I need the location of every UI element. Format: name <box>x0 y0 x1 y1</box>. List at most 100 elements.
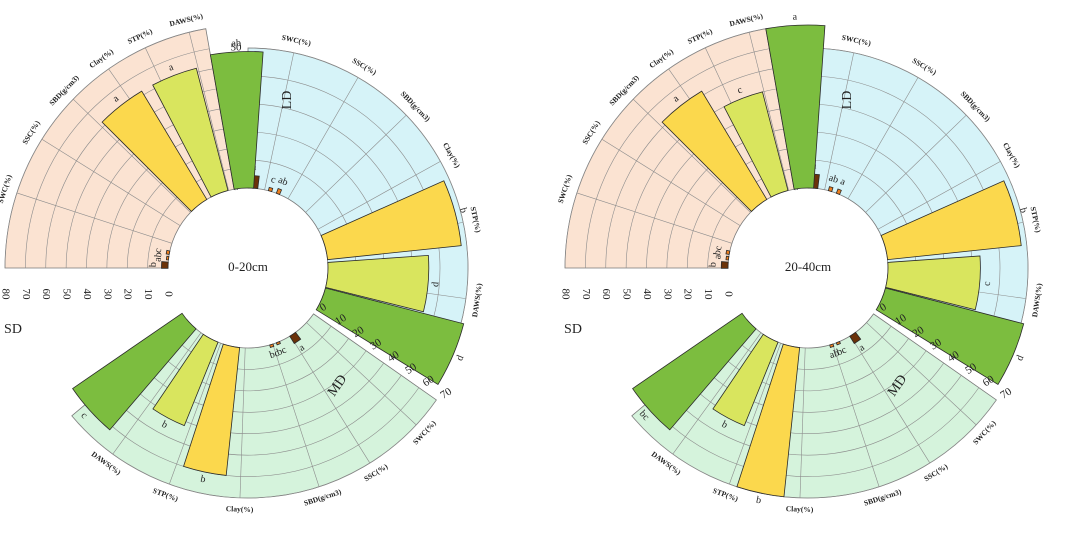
ld-radial-line <box>317 161 441 230</box>
ld-label-swc: SWC(%) <box>841 33 872 48</box>
ld-letter-daws: d <box>454 354 466 363</box>
md-bar-clay <box>736 343 801 498</box>
sd-letter-stp: a <box>167 62 176 74</box>
md-grid-arc-50 <box>104 375 402 456</box>
md-radial-line <box>672 332 762 455</box>
md-radial-line <box>239 347 246 498</box>
ld-bar-stp <box>885 255 981 311</box>
sd-bar-swc <box>161 261 169 269</box>
ld-bar-stp <box>325 254 430 313</box>
sd-bar-stp <box>723 91 789 198</box>
ld-radial-line <box>865 114 967 213</box>
md-radial-line <box>112 332 202 455</box>
sd-tick-10: 10 <box>142 289 154 301</box>
ld-radial-line <box>824 52 855 190</box>
panel-0-20cm: SWC(%)SSC(%)SBD(g/cm3)Clay(%)STP(%)DAWS(… <box>0 11 484 514</box>
sd-bar-sbd <box>165 249 171 255</box>
ld-letter-sbd: ab <box>276 175 289 189</box>
md-letter-stp: b <box>720 419 730 431</box>
ld-label-clay: Clay(%) <box>441 141 462 170</box>
sd-letter-swc: b <box>148 262 159 267</box>
sd-bar-daws <box>765 24 826 190</box>
sd-tick-40: 40 <box>81 289 93 301</box>
sd-bar-sbd <box>725 249 731 255</box>
ld-bar-clay <box>320 180 462 261</box>
ld-radial-line <box>287 77 359 199</box>
ld-bar-ssc <box>827 186 834 193</box>
center-label: 0-20cm <box>228 259 268 274</box>
sd-letter-clay: a <box>111 93 122 105</box>
center-hole <box>169 189 327 347</box>
md-radial-line <box>169 343 221 485</box>
sd-grid-arc-70 <box>25 48 210 269</box>
sd-tick-30: 30 <box>101 289 113 301</box>
ld-radial-line <box>305 114 407 213</box>
sd-label-swc: SWC(%) <box>556 173 574 204</box>
center-label: 20-40cm <box>785 259 831 274</box>
sd-grid-arc-80 <box>564 28 766 269</box>
ld-axis-title: LD <box>280 91 295 110</box>
md-tick-0: 0 <box>878 301 889 314</box>
ld-letter-clay: b <box>1017 207 1029 215</box>
ld-bar-sbd <box>835 188 842 196</box>
md-grid-arc-20 <box>153 338 349 392</box>
sd-bar-stp <box>152 67 229 198</box>
ld-radial-line <box>847 77 919 199</box>
sd-letter-sbd: bc <box>712 244 725 256</box>
sd-tick-0: 0 <box>722 291 734 297</box>
md-grid-arc-60 <box>647 387 980 477</box>
sd-grid-arc-60 <box>605 68 773 269</box>
md-bar-daws <box>632 312 757 431</box>
ld-axis-title: LD <box>840 91 855 110</box>
md-radial-line <box>832 343 880 487</box>
sd-radial-line <box>601 138 741 226</box>
md-sector: SWC(%)SSC(%)SBD(g/cm3)Clay(%)STP(%)DAWS(… <box>631 301 1014 514</box>
md-label-stp: STP(%) <box>152 486 180 504</box>
sd-bar-clay <box>101 90 208 212</box>
sd-radial-line <box>576 192 733 244</box>
sd-sector: SWC(%)SSC(%)SBD(g/cm3)Clay(%)STP(%)DAWS(… <box>0 11 264 337</box>
md-letter-clay: b <box>199 474 206 486</box>
md-label-clay: Clay(%) <box>226 504 254 514</box>
ld-bar-ssc <box>267 186 274 193</box>
sd-tick-70: 70 <box>20 289 32 301</box>
sd-tick-80: 80 <box>559 289 571 301</box>
sd-label-daws: DAWS(%) <box>168 11 204 28</box>
sd-radial-line <box>72 98 191 213</box>
md-letter-swc: a <box>297 342 307 354</box>
sd-label-clay: Clay(%) <box>87 47 115 70</box>
sd-label-clay: Clay(%) <box>647 47 675 70</box>
sd-tick-40: 40 <box>641 289 653 301</box>
ld-letter-daws: d <box>1014 354 1026 363</box>
md-grid-arc-10 <box>170 326 332 370</box>
md-tick-70: 70 <box>438 385 454 401</box>
sd-label-daws: DAWS(%) <box>728 11 764 28</box>
sd-letter-ssc: ab <box>152 252 164 263</box>
sd-tick-20: 20 <box>682 289 694 301</box>
ld-letter-ssc: c <box>270 174 278 186</box>
md-grid-arc-60 <box>87 387 420 477</box>
md-letter-sbd: ab <box>828 348 840 361</box>
md-grid-arc-70 <box>71 399 437 499</box>
md-letter-ssc: bc <box>275 344 288 358</box>
md-letter-stp: b <box>160 419 170 431</box>
sd-tick-60: 60 <box>600 289 612 301</box>
sd-bar-swc <box>720 261 729 269</box>
ld-bar-sbd <box>275 187 283 196</box>
md-letter-clay: b <box>755 495 762 507</box>
sd-radial-line <box>748 32 789 191</box>
panel-20-40cm: SWC(%)SSC(%)SBD(g/cm3)Clay(%)STP(%)DAWS(… <box>556 11 1044 514</box>
sd-bar-daws <box>209 51 264 190</box>
sd-letter-daws: a <box>792 12 798 23</box>
md-grid-arc-30 <box>697 350 927 413</box>
ld-label-ssc: SSC(%) <box>351 56 379 77</box>
ld-bar-daws <box>875 287 1025 385</box>
md-bar-sbd <box>829 343 835 348</box>
sd-radial-line <box>41 138 181 226</box>
md-radial-line <box>306 322 417 426</box>
md-letter-sbd: bc <box>268 348 281 361</box>
sd-label-ssc: SSC(%) <box>20 119 42 146</box>
ld-sector: SWC(%)SSC(%)SBD(g/cm3)Clay(%)STP(%)DAWS(… <box>231 33 484 385</box>
